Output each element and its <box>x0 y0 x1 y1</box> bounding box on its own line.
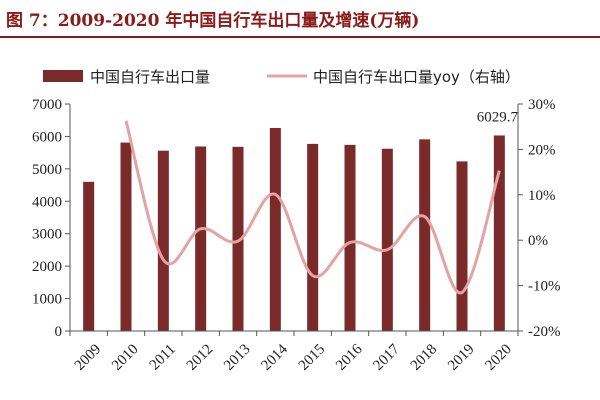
left-tick-label: 2000 <box>32 259 62 275</box>
bar-2011 <box>157 150 169 331</box>
left-axis: 0 1000 2000 3000 4000 5000 6000 7000 <box>32 97 71 340</box>
bar-2018 <box>419 139 431 331</box>
bar-2015 <box>307 143 319 331</box>
x-tick-label-2014: 2014 <box>258 341 291 374</box>
left-tick-label: 3000 <box>32 227 62 243</box>
left-tick-label: 5000 <box>32 162 62 178</box>
x-tick-label-2015: 2015 <box>296 341 329 374</box>
x-tick-label-2020: 2020 <box>482 341 515 374</box>
x-tick-label-2016: 2016 <box>333 341 366 374</box>
x-axis: 2009 2010 2011 2012 2013 2014 2015 2016 2017 2018… <box>69 330 519 374</box>
x-tick-label-2011: 2011 <box>147 341 179 373</box>
left-tick-label: 6000 <box>32 129 62 145</box>
x-tick-label-2018: 2018 <box>408 341 441 374</box>
title-rule <box>0 36 600 38</box>
legend-bar-swatch <box>43 70 83 82</box>
bar-2017 <box>381 148 393 331</box>
bar-2014 <box>269 127 281 331</box>
bar-2020 <box>493 135 505 331</box>
figure-title: 图 7：2009-2020 年中国自行车出口量及增速(万辆) <box>6 11 420 31</box>
left-tick-label: 0 <box>55 324 63 340</box>
bar-2019 <box>456 161 468 331</box>
bar-2016 <box>344 144 356 331</box>
x-tick-label-2012: 2012 <box>184 341 217 374</box>
left-tick-label: 1000 <box>32 292 62 308</box>
annotations: 6029.7 <box>477 109 519 125</box>
x-tick-label-2017: 2017 <box>370 341 403 374</box>
left-tick-label: 4000 <box>32 194 62 210</box>
header-bar: 图 7：2009-2020 年中国自行车出口量及增速(万辆) <box>0 0 600 38</box>
bar-2010 <box>120 142 132 331</box>
x-tick-label-2009: 2009 <box>72 341 105 374</box>
legend-label-line: 中国自行车出口量yoy（右轴） <box>313 68 520 86</box>
legend: 中国自行车出口量 中国自行车出口量yoy（右轴） <box>43 68 520 86</box>
x-tick-label-2019: 2019 <box>445 341 478 374</box>
right-tick-label: -10% <box>528 279 561 295</box>
legend-label-bar: 中国自行车出口量 <box>90 68 210 86</box>
left-tick-label: 7000 <box>32 97 62 113</box>
x-tick-label-2010: 2010 <box>109 341 142 374</box>
bar-2012 <box>195 146 207 331</box>
bar-2013 <box>232 146 244 331</box>
data-label-2020: 6029.7 <box>477 109 519 125</box>
line-series <box>124 120 501 295</box>
right-tick-label: 20% <box>528 142 556 158</box>
bar-series <box>83 127 505 331</box>
x-tick-label-2013: 2013 <box>221 341 254 374</box>
right-tick-label: 0% <box>528 233 548 249</box>
yoy-line <box>124 120 501 295</box>
right-tick-label: 30% <box>528 97 556 113</box>
right-tick-label: 10% <box>528 188 556 204</box>
right-tick-label: -20% <box>528 324 561 340</box>
bar-2009 <box>83 181 95 331</box>
right-axis: -20% -10% 0% 10% 20% 30% <box>517 97 561 340</box>
